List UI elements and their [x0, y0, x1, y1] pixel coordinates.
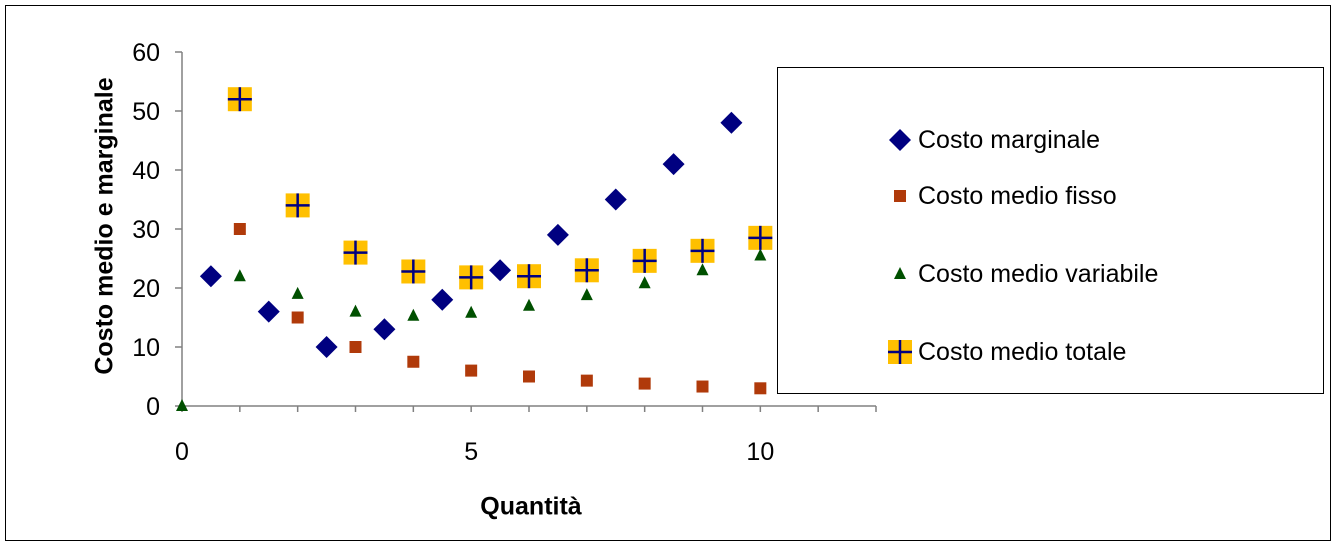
data-point [580, 374, 593, 387]
legend-marker-shape [889, 129, 911, 151]
legend-marker [882, 181, 918, 211]
data-point [696, 380, 709, 393]
y-tick-label: 50 [132, 98, 160, 126]
legend-marker-shape [894, 267, 906, 279]
legend-marker [882, 259, 918, 289]
data-point [574, 258, 599, 283]
data-point [720, 111, 743, 134]
data-point [580, 288, 593, 301]
data-point [523, 298, 535, 311]
y-axis-title: Costo medio e marginale [90, 77, 119, 375]
legend-marker-shape [894, 190, 906, 202]
x-tick-label: 5 [464, 438, 478, 466]
y-tick-label: 30 [132, 216, 160, 244]
y-tick-label: 20 [132, 275, 160, 303]
data-point [604, 188, 627, 211]
legend-label: Costo medio variabile [918, 259, 1159, 288]
legend-marker [882, 337, 918, 367]
data-point [431, 288, 454, 311]
legend-item: Costo marginale [778, 120, 1100, 160]
data-point [690, 238, 715, 263]
legend-item: Costo medio fisso [778, 176, 1117, 216]
data-point [489, 259, 512, 282]
data-point [754, 382, 767, 395]
data-point [349, 341, 362, 353]
data-point [233, 269, 246, 282]
data-point [401, 259, 426, 284]
data-point [291, 286, 304, 299]
data-point [373, 318, 396, 341]
data-points [176, 87, 773, 411]
data-point [176, 399, 188, 411]
legend-marker [882, 125, 918, 155]
legend-label: Costo marginale [918, 125, 1101, 154]
y-tick-label: 60 [132, 39, 160, 67]
x-tick-label: 0 [175, 438, 189, 466]
data-point [638, 377, 651, 390]
data-point [407, 355, 420, 368]
data-point [291, 311, 304, 324]
legend: Costo marginale Costo medio fisso Costo me… [777, 67, 1324, 394]
data-point [257, 300, 280, 323]
data-point [754, 248, 767, 261]
legend-item: Costo medio variabile [778, 254, 1158, 294]
data-point [459, 265, 484, 290]
data-point [696, 263, 709, 276]
data-point [315, 336, 338, 358]
tick-labels: 0 10 20 30 40 50 60 0 5 10 [132, 39, 774, 466]
data-point [546, 223, 569, 246]
data-point [465, 305, 478, 318]
y-tick-label: 40 [132, 157, 160, 185]
data-point [523, 370, 535, 383]
data-point [349, 304, 362, 317]
legend-label: Costo medio fisso [918, 181, 1117, 210]
legend-marker-shape [888, 340, 912, 364]
chart-area [5, 5, 1331, 541]
y-tick-label: 0 [146, 393, 160, 421]
data-point [662, 153, 685, 176]
data-point [632, 248, 657, 273]
data-point [343, 240, 368, 265]
data-point [407, 308, 420, 321]
y-tick-label: 10 [132, 334, 160, 362]
x-tick-label: 10 [746, 438, 774, 466]
data-point [638, 276, 651, 289]
data-point [285, 193, 310, 218]
data-point [199, 265, 222, 288]
data-point [517, 264, 541, 289]
series-plus-square [227, 87, 773, 290]
data-point [227, 87, 252, 112]
data-point [465, 364, 478, 377]
series-triangle [176, 248, 767, 411]
data-point [233, 223, 246, 235]
series-diamond [199, 111, 743, 358]
data-point [748, 225, 773, 250]
legend-item: Costo medio totale [778, 332, 1126, 372]
x-axis-title: Quantità [480, 492, 582, 521]
legend-label: Costo medio totale [918, 337, 1127, 366]
series-square [233, 223, 767, 395]
